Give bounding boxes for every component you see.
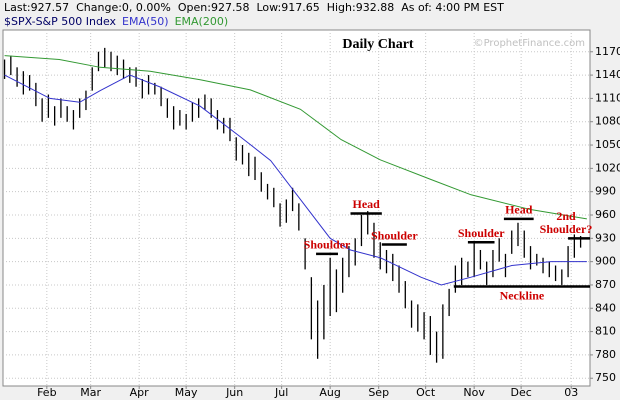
- y-tick-label: 870: [595, 278, 616, 291]
- y-tick-label: 960: [595, 208, 616, 221]
- annotation-label: Head: [505, 203, 533, 217]
- y-tick-label: 1050: [595, 138, 620, 151]
- y-tick-label: 1140: [595, 68, 620, 81]
- quote-item: Last:927.57: [4, 1, 70, 14]
- y-tick-label: 1080: [595, 115, 620, 128]
- x-tick-label: Jun: [225, 386, 243, 399]
- quote-item: As of: 4:00 PM EST: [401, 1, 504, 14]
- ema-line: [4, 55, 587, 220]
- plot-area: [2, 29, 591, 387]
- x-tick-label: 03: [564, 386, 578, 399]
- y-tick-label: 900: [595, 255, 616, 268]
- x-tick-label: Feb: [37, 386, 56, 399]
- x-tick-label: Oct: [416, 386, 436, 399]
- x-tick-label: Dec: [510, 386, 531, 399]
- legend-entry: EMA(50): [122, 15, 169, 28]
- legend: $SPX-S&P 500 Index EMA(50) EMA(200): [4, 15, 228, 28]
- x-tick-label: Mar: [80, 386, 101, 399]
- x-tick-label: Sep: [368, 386, 389, 399]
- y-tick-label: 930: [595, 231, 616, 244]
- annotation-label: 2nd: [556, 209, 576, 223]
- y-tick-label: 780: [595, 348, 616, 361]
- quote-item: Change:0, 0.00%: [76, 1, 171, 14]
- y-tick-label: 840: [595, 301, 616, 314]
- x-tick-label: Aug: [319, 386, 340, 399]
- ema-line: [4, 74, 587, 286]
- chart-title: Daily Chart: [342, 37, 414, 52]
- annotation-label: Shoulder?: [540, 222, 593, 236]
- quote-item: High:932.88: [326, 1, 395, 14]
- quote-item: Open:927.58: [177, 1, 250, 14]
- legend-entry: EMA(200): [174, 15, 229, 28]
- annotation-label: Shoulder: [304, 238, 351, 252]
- x-tick-label: Nov: [463, 386, 485, 399]
- annotation-label: Head: [352, 197, 380, 211]
- annotation-label: Shoulder: [371, 228, 418, 242]
- x-tick-label: Apr: [130, 386, 150, 399]
- annotation-label: Shoulder: [458, 226, 505, 240]
- y-tick-label: 990: [595, 185, 616, 198]
- watermark: ©ProphetFinance.com: [474, 38, 585, 49]
- annotation-label: Neckline: [500, 288, 545, 302]
- y-tick-label: 750: [595, 371, 616, 384]
- quote-item: Low:917.65: [256, 1, 320, 14]
- legend-entry: $SPX-S&P 500 Index: [4, 15, 117, 28]
- quote-bar: Last:927.57 Change:0, 0.00% Open:927.58 Low…: [4, 1, 504, 14]
- x-tick-label: May: [175, 386, 198, 399]
- x-tick-label: Jul: [274, 386, 288, 399]
- y-tick-label: 1170: [595, 45, 620, 58]
- y-tick-label: 1020: [595, 161, 620, 174]
- y-tick-label: 810: [595, 325, 616, 338]
- y-tick-label: 1110: [595, 91, 620, 104]
